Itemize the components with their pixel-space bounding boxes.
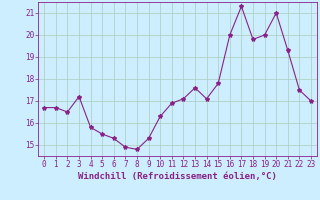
X-axis label: Windchill (Refroidissement éolien,°C): Windchill (Refroidissement éolien,°C): [78, 172, 277, 181]
